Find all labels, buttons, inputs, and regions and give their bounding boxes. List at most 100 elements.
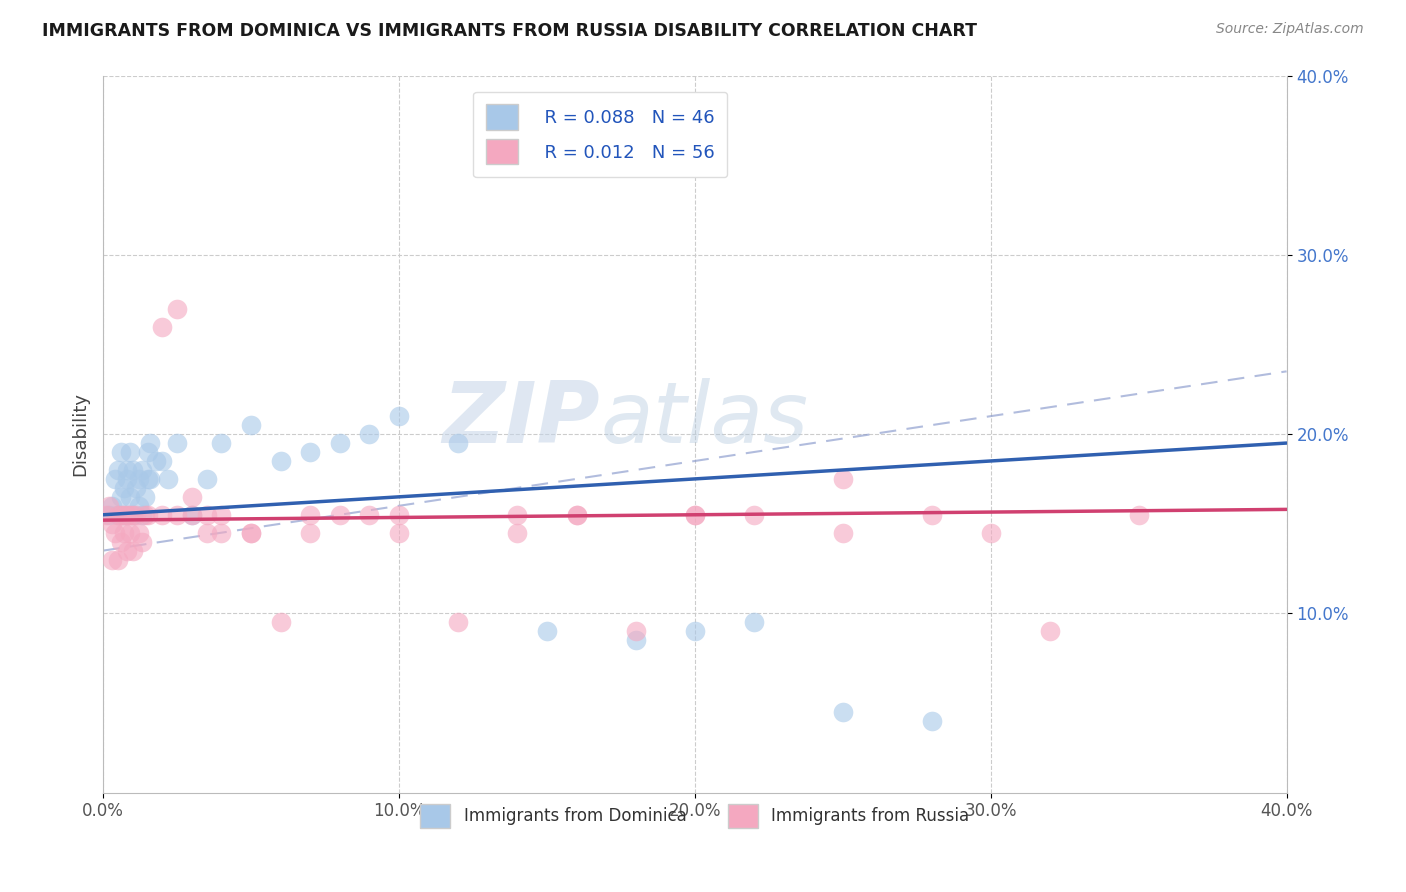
Point [211,436,233,450]
Point [128,472,150,486]
Point [166,436,188,450]
Point [180,508,202,522]
Point [115,508,138,522]
Legend: Immigrants from Dominica, Immigrants from Russia: Immigrants from Dominica, Immigrants fro… [413,797,976,835]
Point [101,499,124,513]
Point [98,499,121,513]
Point [921,714,943,728]
Point [166,301,188,316]
Point [139,472,162,486]
Point [1128,508,1150,522]
Text: Source: ZipAtlas.com: Source: ZipAtlas.com [1216,22,1364,37]
Point [359,427,381,442]
Point [118,445,141,459]
Point [329,508,352,522]
Point [110,534,132,549]
Point [131,463,153,477]
Point [506,508,529,522]
Point [112,508,135,522]
Point [124,481,146,495]
Point [136,508,159,522]
Point [107,508,129,522]
Point [536,624,558,639]
Point [180,490,202,504]
Point [683,508,706,522]
Point [112,481,135,495]
Point [118,508,141,522]
Point [329,436,352,450]
Point [101,552,124,566]
Point [166,508,188,522]
Point [131,534,153,549]
Point [359,508,381,522]
Point [118,490,141,504]
Point [104,472,127,486]
Point [134,508,156,522]
Point [299,445,322,459]
Point [157,472,180,486]
Point [118,525,141,540]
Point [506,525,529,540]
Point [145,454,167,468]
Point [128,499,150,513]
Point [107,463,129,477]
Point [831,705,853,719]
Point [150,508,173,522]
Point [94,508,117,522]
Point [107,552,129,566]
Point [742,508,765,522]
Point [240,525,263,540]
Point [110,490,132,504]
Point [831,472,853,486]
Point [115,543,138,558]
Point [139,436,162,450]
Point [101,516,124,531]
Point [112,508,135,522]
Point [136,445,159,459]
Point [121,508,143,522]
Point [299,525,322,540]
Text: ZIP: ZIP [443,378,600,461]
Point [195,472,218,486]
Point [270,615,292,630]
Point [683,624,706,639]
Point [104,525,127,540]
Point [115,472,138,486]
Point [115,508,138,522]
Point [565,508,588,522]
Point [136,472,159,486]
Point [565,508,588,522]
Point [134,490,156,504]
Point [128,525,150,540]
Point [110,445,132,459]
Point [624,633,647,648]
Point [98,508,121,522]
Point [115,463,138,477]
Point [107,508,129,522]
Text: IMMIGRANTS FROM DOMINICA VS IMMIGRANTS FROM RUSSIA DISABILITY CORRELATION CHART: IMMIGRANTS FROM DOMINICA VS IMMIGRANTS F… [42,22,977,40]
Point [211,508,233,522]
Point [195,525,218,540]
Point [388,525,411,540]
Point [980,525,1002,540]
Point [240,525,263,540]
Point [150,454,173,468]
Point [195,508,218,522]
Point [180,508,202,522]
Text: atlas: atlas [600,378,808,461]
Point [240,418,263,433]
Point [447,436,470,450]
Point [150,319,173,334]
Point [131,508,153,522]
Point [121,508,143,522]
Point [683,508,706,522]
Point [110,508,132,522]
Point [742,615,765,630]
Point [121,543,143,558]
Point [388,508,411,522]
Point [921,508,943,522]
Point [211,525,233,540]
Point [121,463,143,477]
Y-axis label: Disability: Disability [72,392,89,476]
Point [831,525,853,540]
